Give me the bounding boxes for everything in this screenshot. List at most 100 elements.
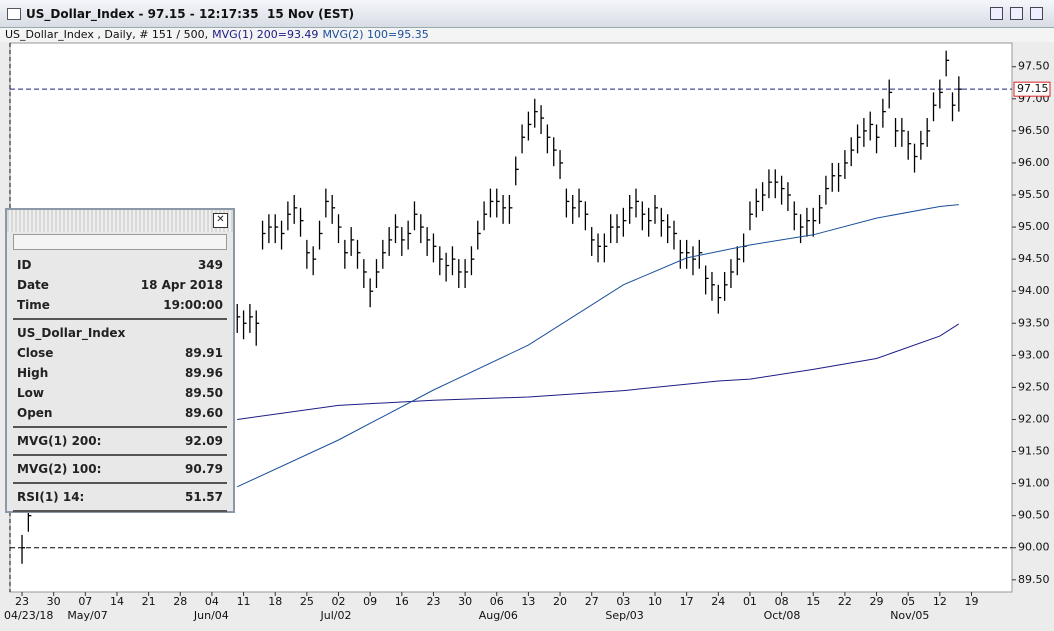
info-panel[interactable]: ✕ ID 349 Date 18 Apr 2018 Time 19:00:00 US_Dol… bbox=[5, 208, 235, 513]
info-value: 90.79 bbox=[185, 462, 223, 476]
moving-average bbox=[236, 204, 959, 488]
y-tick-label: 96.50 bbox=[1018, 124, 1050, 137]
price-marker-label: 97.15 bbox=[1017, 82, 1049, 95]
price-marker bbox=[1013, 81, 1051, 97]
panel-scrollbar[interactable] bbox=[13, 234, 227, 250]
x-period-label: Oct/08 bbox=[764, 609, 801, 622]
x-tick-label: 17 bbox=[680, 595, 694, 608]
info-row: US_Dollar_Index bbox=[13, 323, 227, 343]
info-value: 18 Apr 2018 bbox=[140, 278, 223, 292]
x-tick-label: 23 bbox=[15, 595, 29, 608]
x-tick-label: 18 bbox=[268, 595, 282, 608]
info-label: Close bbox=[17, 346, 54, 360]
chart: US_Dollar_Index , Daily, # 151 / 500, MVG… bbox=[0, 28, 1054, 622]
info-label: Time bbox=[17, 298, 50, 312]
info-label: ID bbox=[17, 258, 32, 272]
legend-entry: MVG(1) 200=93.49 bbox=[212, 28, 318, 41]
info-row: High 89.96 bbox=[13, 363, 227, 383]
info-row: Open 89.60 bbox=[13, 403, 227, 423]
x-tick-label: 06 bbox=[490, 595, 504, 608]
x-tick-label: 04 bbox=[205, 595, 219, 608]
info-label: Date bbox=[17, 278, 49, 292]
info-value: 92.09 bbox=[185, 434, 223, 448]
x-tick-label: 19 bbox=[964, 595, 978, 608]
y-tick-label: 91.50 bbox=[1018, 445, 1050, 458]
info-value: 51.57 bbox=[185, 490, 223, 504]
y-tick-label: 97.50 bbox=[1018, 60, 1050, 73]
info-row: MVG(1) 200: 92.09 bbox=[13, 431, 227, 451]
y-tick-label: 92.50 bbox=[1018, 380, 1050, 393]
info-row: Low 89.50 bbox=[13, 383, 227, 403]
info-row: Date 18 Apr 2018 bbox=[13, 275, 227, 295]
x-tick-label: 23 bbox=[426, 595, 440, 608]
info-row: Time 19:00:00 bbox=[13, 295, 227, 315]
y-tick-label: 89.50 bbox=[1018, 573, 1050, 586]
maximize-button[interactable] bbox=[1010, 7, 1023, 20]
chart-header: US_Dollar_Index , Daily, # 151 / 500, MVG… bbox=[5, 28, 429, 41]
x-period-label: Sep/03 bbox=[605, 609, 643, 622]
y-tick-label: 93.50 bbox=[1018, 316, 1050, 329]
x-tick-label: 02 bbox=[332, 595, 346, 608]
x-tick-label: 22 bbox=[838, 595, 852, 608]
x-tick-label: 20 bbox=[553, 595, 567, 608]
info-group: MVG(2) 100: 90.79 bbox=[13, 456, 227, 484]
x-tick-label: 05 bbox=[901, 595, 915, 608]
window-title: US_Dollar_Index - 97.15 - 12:17:35 15 No… bbox=[26, 7, 355, 21]
x-tick-label: 01 bbox=[743, 595, 757, 608]
x-tick-label: 14 bbox=[110, 595, 124, 608]
info-label: MVG(1) 200: bbox=[17, 434, 102, 448]
info-label: US_Dollar_Index bbox=[17, 326, 126, 340]
title-bar: US_Dollar_Index - 97.15 - 12:17:35 15 No… bbox=[0, 0, 1054, 28]
info-value: 89.96 bbox=[185, 366, 223, 380]
moving-average bbox=[237, 323, 960, 420]
x-period-label: Aug/06 bbox=[479, 609, 518, 622]
info-row: MVG(2) 100: 90.79 bbox=[13, 459, 227, 479]
y-tick-label: 91.00 bbox=[1018, 477, 1050, 490]
x-tick-label: 30 bbox=[47, 595, 61, 608]
x-tick-label: 13 bbox=[521, 595, 535, 608]
x-tick-label: 28 bbox=[173, 595, 187, 608]
y-tick-label: 93.00 bbox=[1018, 348, 1050, 361]
info-value: 89.60 bbox=[185, 406, 223, 420]
legend-entry: MVG(2) 100=95.35 bbox=[322, 28, 428, 41]
x-tick-label: 08 bbox=[775, 595, 789, 608]
info-label: RSI(1) 14: bbox=[17, 490, 85, 504]
panel-close[interactable]: ✕ bbox=[213, 213, 228, 228]
y-tick-label: 94.50 bbox=[1018, 252, 1050, 265]
y-tick-label: 96.00 bbox=[1018, 156, 1050, 169]
y-tick-label: 92.00 bbox=[1018, 412, 1050, 425]
x-tick-label: 27 bbox=[585, 595, 599, 608]
window-icon bbox=[7, 8, 21, 20]
info-label: Low bbox=[17, 386, 44, 400]
info-value: 349 bbox=[197, 258, 223, 272]
info-row: RSI(1) 14: 51.57 bbox=[13, 487, 227, 507]
x-tick-label: 21 bbox=[142, 595, 156, 608]
x-tick-label: 09 bbox=[363, 595, 377, 608]
x-tick-label: 03 bbox=[616, 595, 630, 608]
info-row: Close 89.91 bbox=[13, 343, 227, 363]
y-tick-label: 90.00 bbox=[1018, 541, 1050, 554]
x-tick-label: 30 bbox=[458, 595, 472, 608]
close-button[interactable] bbox=[1030, 7, 1043, 20]
x-period-label: Nov/05 bbox=[890, 609, 929, 622]
y-tick-label: 90.50 bbox=[1018, 509, 1050, 522]
x-tick-label: 16 bbox=[395, 595, 409, 608]
x-period-label: May/07 bbox=[67, 609, 107, 622]
header-text: US_Dollar_Index , Daily, # 151 / 500, bbox=[5, 28, 208, 41]
y-tick-label: 94.00 bbox=[1018, 284, 1050, 297]
info-value: 89.50 bbox=[185, 386, 223, 400]
restore-button[interactable] bbox=[990, 7, 1003, 20]
x-tick-label: 07 bbox=[78, 595, 92, 608]
info-group: ID 349 Date 18 Apr 2018 Time 19:00:00 bbox=[13, 252, 227, 320]
info-value: 89.91 bbox=[185, 346, 223, 360]
x-period-label: 04/23/18 bbox=[4, 609, 53, 622]
info-value: 19:00:00 bbox=[163, 298, 223, 312]
info-label: Open bbox=[17, 406, 53, 420]
info-group: RSI(1) 14: 51.57 bbox=[13, 484, 227, 512]
panel-header: ✕ bbox=[7, 210, 233, 232]
info-group: US_Dollar_Index Close 89.91 High 89.96 Low 89.… bbox=[13, 320, 227, 428]
x-tick-label: 15 bbox=[806, 595, 820, 608]
header-bar bbox=[0, 28, 1054, 42]
info-group: MVG(1) 200: 92.09 bbox=[13, 428, 227, 456]
